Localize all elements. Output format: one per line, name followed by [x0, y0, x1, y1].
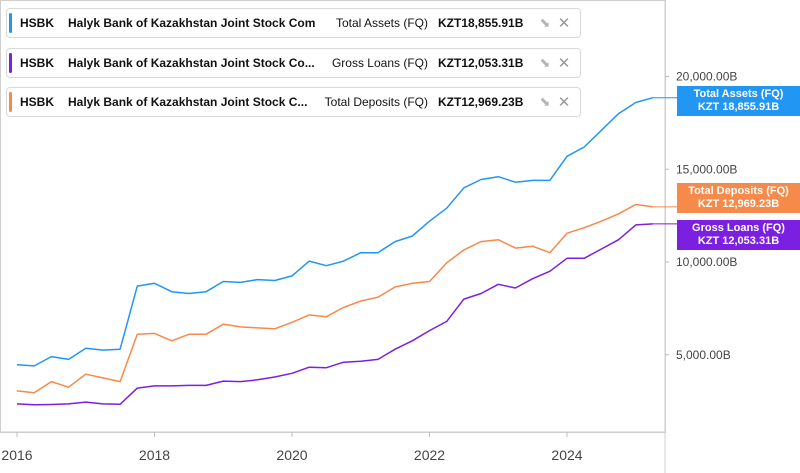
x-tick-label: 2016 — [1, 447, 32, 463]
close-icon[interactable]: ✕ — [557, 55, 571, 72]
tag-label: Total Deposits (FQ) — [688, 185, 789, 197]
legend-company: Halyk Bank of Kazakhstan Joint Stock Co.… — [68, 56, 315, 70]
tag-value: KZT 18,855.91B — [697, 101, 780, 113]
series-color-swatch — [9, 92, 12, 112]
close-icon[interactable]: ✕ — [557, 94, 571, 111]
series-color-swatch — [9, 13, 12, 33]
legend-company: Halyk Bank of Kazakhstan Joint Stock Com… — [68, 16, 316, 30]
tag-label: Total Assets (FQ) — [693, 88, 784, 100]
legend-ticker: HSBK — [20, 95, 55, 109]
legend-row-gross-loans[interactable]: HSBK Halyk Bank of Kazakhstan Joint Stoc… — [6, 48, 581, 78]
legend-metric: Total Assets (FQ) — [335, 16, 428, 30]
series-line-gross-loans-fq[interactable] — [16, 223, 653, 406]
series-line-total-assets-fq[interactable] — [16, 96, 654, 367]
y-tick-label: 5,000.00B — [676, 348, 731, 362]
legend-ticker: HSBK — [20, 56, 55, 70]
share-icon[interactable]: ⬊ — [539, 55, 551, 70]
series-color-swatch — [9, 53, 12, 73]
legend-value: KZT12,053.31B — [438, 56, 524, 70]
tag-value: KZT 12,053.31B — [697, 235, 780, 247]
y-tick-label: 15,000.00B — [676, 162, 737, 176]
share-icon[interactable]: ⬊ — [539, 94, 551, 109]
x-tick-label: 2018 — [139, 447, 170, 463]
legend-row-total-deposits[interactable]: HSBK Halyk Bank of Kazakhstan Joint Stoc… — [6, 87, 581, 117]
value-tag-total-assets: Total Assets (FQ) KZT 18,855.91B — [677, 86, 800, 116]
y-tick-label: 20,000.00B — [676, 70, 737, 84]
x-tick-label: 2020 — [276, 447, 307, 463]
legend-row-total-assets[interactable]: HSBK Halyk Bank of Kazakhstan Joint Stoc… — [6, 8, 581, 38]
legend-ticker: HSBK — [20, 16, 55, 30]
legend-metric: Gross Loans (FQ) — [331, 56, 428, 70]
close-icon[interactable]: ✕ — [557, 15, 571, 32]
value-tag-total-deposits: Total Deposits (FQ) KZT 12,969.23B — [677, 183, 800, 213]
legend-company: Halyk Bank of Kazakhstan Joint Stock C..… — [68, 95, 308, 109]
legend-value: KZT18,855.91B — [438, 16, 524, 30]
tag-value: KZT 12,969.23B — [697, 198, 780, 210]
legend-value: KZT12,969.23B — [438, 95, 524, 109]
x-tick-label: 2022 — [414, 447, 445, 463]
legend-metric: Total Deposits (FQ) — [324, 95, 428, 109]
tag-label: Gross Loans (FQ) — [692, 222, 785, 234]
y-tick-label: 10,000.00B — [676, 255, 737, 269]
value-tag-gross-loans: Gross Loans (FQ) KZT 12,053.31B — [677, 220, 800, 250]
share-icon[interactable]: ⬊ — [539, 15, 551, 30]
x-tick-label: 2024 — [551, 447, 582, 463]
series-line-total-deposits-fq[interactable] — [16, 203, 654, 394]
